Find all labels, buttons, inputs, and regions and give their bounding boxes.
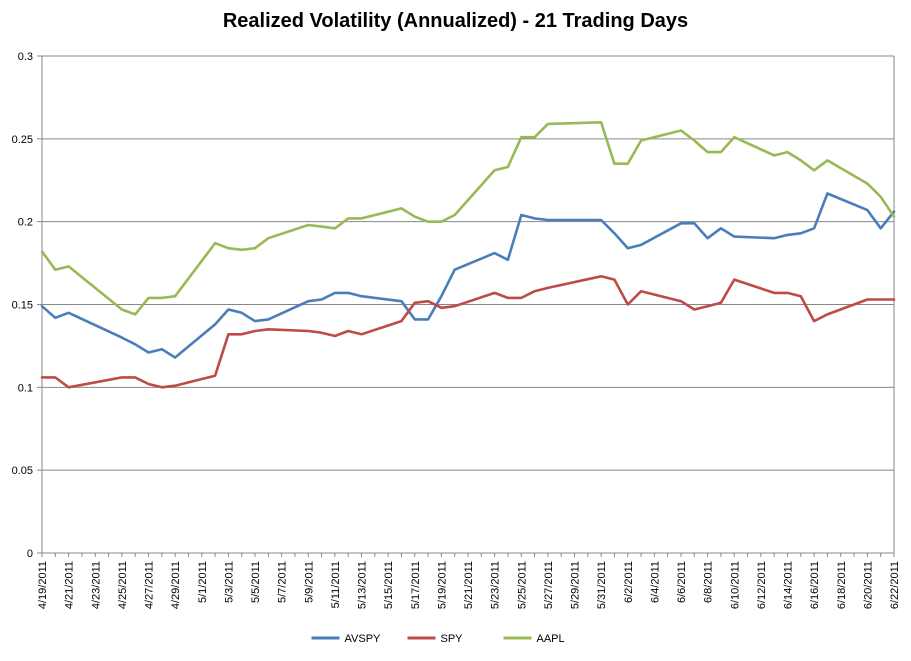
x-tick-label: 5/9/2011 <box>303 561 315 603</box>
y-tick-label: 0.1 <box>18 382 33 394</box>
x-tick-label: 6/14/2011 <box>783 561 795 609</box>
x-tick-label: 6/22/2011 <box>889 561 901 609</box>
x-tick-label: 4/29/2011 <box>170 561 182 609</box>
x-tick-label: 5/25/2011 <box>516 561 528 609</box>
x-tick-label: 4/21/2011 <box>64 561 76 609</box>
chart-title: Realized Volatility (Annualized) - 21 Tr… <box>222 10 689 32</box>
y-tick-label: 0.25 <box>12 134 33 146</box>
x-tick-label: 6/16/2011 <box>809 561 821 609</box>
x-tick-label: 6/8/2011 <box>703 561 715 603</box>
x-tick-label: 5/23/2011 <box>490 561 502 609</box>
x-tick-label: 5/27/2011 <box>543 561 555 609</box>
y-tick-label: 0 <box>27 548 33 560</box>
x-tick-label: 6/12/2011 <box>756 561 768 609</box>
x-tick-label: 5/5/2011 <box>250 561 262 603</box>
x-tick-label: 6/18/2011 <box>836 561 848 609</box>
x-tick-label: 4/27/2011 <box>144 561 156 609</box>
x-tick-label: 5/19/2011 <box>436 561 448 609</box>
x-tick-label: 6/4/2011 <box>649 561 661 603</box>
x-tick-label: 4/19/2011 <box>37 561 49 609</box>
y-tick-label: 0.3 <box>18 51 33 63</box>
y-tick-label: 0.2 <box>18 217 33 229</box>
x-tick-label: 4/23/2011 <box>90 561 102 609</box>
x-tick-label: 5/13/2011 <box>357 561 369 609</box>
x-tick-label: 5/31/2011 <box>596 561 608 609</box>
x-tick-label: 5/15/2011 <box>383 561 395 609</box>
y-tick-label: 0.05 <box>12 465 33 477</box>
x-tick-label: 6/6/2011 <box>676 561 688 603</box>
x-tick-label: 6/10/2011 <box>729 561 741 609</box>
x-tick-label: 5/21/2011 <box>463 561 475 609</box>
series-line-aapl <box>40 121 896 316</box>
y-tick-label: 0.15 <box>12 300 33 312</box>
x-tick-label: 5/29/2011 <box>570 561 582 609</box>
x-tick-label: 5/3/2011 <box>223 561 235 603</box>
legend-label: AVSPY <box>345 633 382 645</box>
x-tick-label: 4/25/2011 <box>117 561 129 609</box>
x-tick-label: 5/11/2011 <box>330 561 342 608</box>
series-line-avspy <box>40 192 896 359</box>
x-tick-label: 6/20/2011 <box>862 561 874 609</box>
series-line-spy <box>40 274 896 389</box>
legend-label: SPY <box>441 633 464 645</box>
x-tick-label: 5/17/2011 <box>410 561 422 609</box>
x-tick-label: 5/1/2011 <box>197 561 209 603</box>
x-tick-label: 6/2/2011 <box>623 561 635 603</box>
x-tick-label: 5/7/2011 <box>277 561 289 603</box>
legend-label: AAPL <box>537 633 565 645</box>
